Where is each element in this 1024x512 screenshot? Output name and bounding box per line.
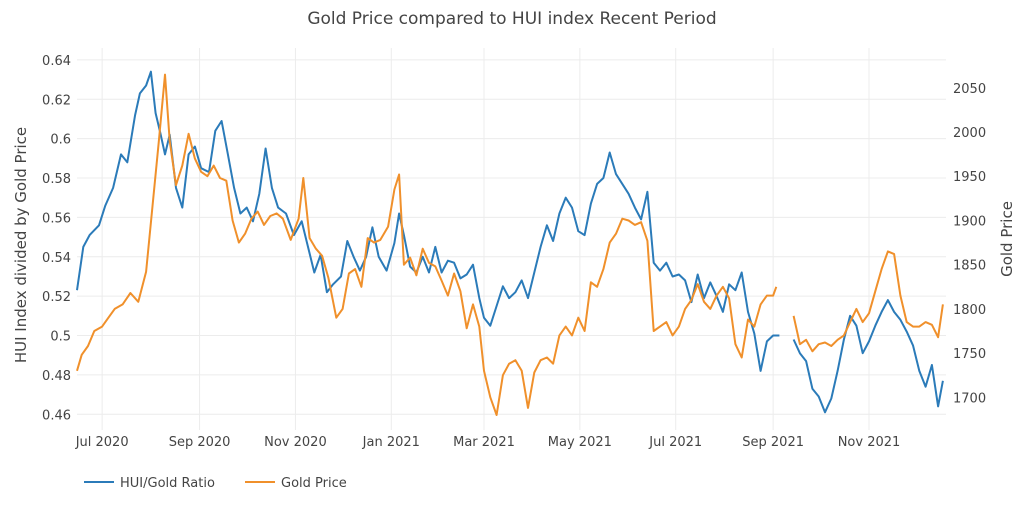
legend-item[interactable]: Gold Price xyxy=(245,476,347,491)
x-tick-label: Nov 2021 xyxy=(838,435,901,450)
legend[interactable]: HUI/Gold Ratio Gold Price xyxy=(84,476,347,491)
left-tick-label: 0.6 xyxy=(50,133,71,148)
x-tick-label: Jul 2021 xyxy=(648,435,702,450)
right-tick-label: 1700 xyxy=(953,391,986,406)
left-tick-label: 0.58 xyxy=(42,172,71,187)
left-tick-label: 0.48 xyxy=(42,369,71,384)
left-tick-label: 0.52 xyxy=(42,290,71,305)
left-tick-label: 0.54 xyxy=(42,251,71,266)
left-tick-label: 0.46 xyxy=(42,408,71,423)
left-tick-label: 0.64 xyxy=(42,54,71,69)
gold-price-line xyxy=(76,73,944,416)
left-tick-label: 0.56 xyxy=(42,211,71,226)
right-tick-label: 1900 xyxy=(953,214,986,229)
right-tick-label: 1850 xyxy=(953,259,986,274)
right-tick-label: 1750 xyxy=(953,347,986,362)
legend-label: HUI/Gold Ratio xyxy=(120,476,215,491)
right-axis-ticks: 1700 1750 1800 1850 1900 1950 2000 2050 xyxy=(953,82,986,406)
hui-gold-ratio-line xyxy=(76,70,944,414)
right-tick-label: 2050 xyxy=(953,82,986,97)
left-axis-ticks: 0.46 0.48 0.5 0.52 0.54 0.56 0.58 0.6 0.62 0.64 xyxy=(42,54,71,423)
x-tick-label: Sep 2021 xyxy=(742,435,804,450)
left-tick-label: 0.5 xyxy=(50,330,71,345)
x-axis-ticks: Jul 2020 Sep 2020 Nov 2020 Jan 2021 Mar 2021… xyxy=(75,435,901,450)
right-tick-label: 1950 xyxy=(953,170,986,185)
right-tick-label: 1800 xyxy=(953,303,986,318)
x-tick-label: Mar 2021 xyxy=(453,435,515,450)
x-tick-label: Sep 2020 xyxy=(169,435,231,450)
x-tick-label: Jan 2021 xyxy=(362,435,420,450)
gridlines xyxy=(77,48,946,430)
legend-item[interactable]: HUI/Gold Ratio xyxy=(84,476,215,491)
x-tick-label: May 2021 xyxy=(548,435,612,450)
x-tick-label: Jul 2020 xyxy=(75,435,129,450)
series-lines xyxy=(76,70,944,416)
left-axis-title: HUI Index divided by Gold Price xyxy=(12,127,30,363)
x-tick-label: Nov 2020 xyxy=(264,435,327,450)
legend-label: Gold Price xyxy=(281,476,347,491)
chart-title: Gold Price compared to HUI index Recent … xyxy=(307,9,716,29)
right-axis-title: Gold Price xyxy=(998,201,1016,277)
right-tick-label: 2000 xyxy=(953,126,986,141)
left-tick-label: 0.62 xyxy=(42,93,71,108)
